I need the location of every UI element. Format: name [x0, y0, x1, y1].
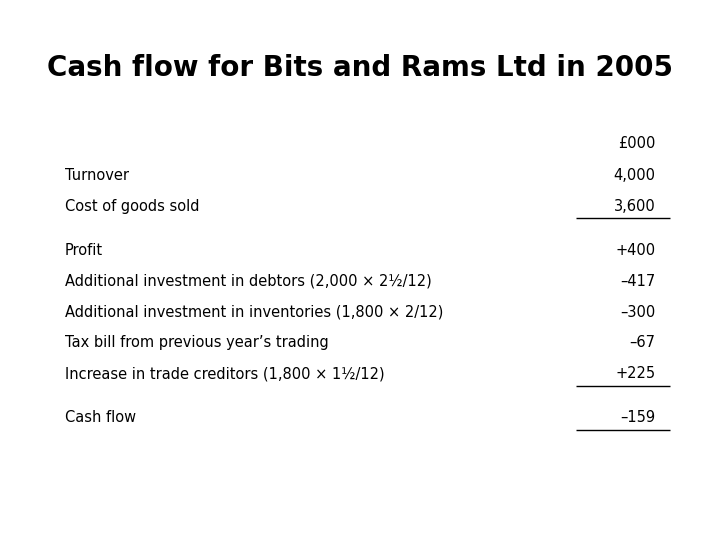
Text: –417: –417 [620, 274, 655, 289]
Text: Increase in trade creditors (1,800 × 1½/12): Increase in trade creditors (1,800 × 1½/… [65, 366, 384, 381]
Text: Turnover: Turnover [65, 168, 129, 183]
Text: £000: £000 [618, 136, 655, 151]
Text: Tax bill from previous year’s trading: Tax bill from previous year’s trading [65, 335, 328, 350]
Text: +225: +225 [615, 366, 655, 381]
Text: +400: +400 [615, 243, 655, 258]
Text: Cost of goods sold: Cost of goods sold [65, 199, 199, 214]
Text: Additional investment in inventories (1,800 × 2/12): Additional investment in inventories (1,… [65, 305, 444, 320]
Text: Cash flow: Cash flow [65, 410, 136, 426]
Text: 4,000: 4,000 [613, 168, 655, 183]
Text: –159: –159 [620, 410, 655, 426]
Text: –300: –300 [620, 305, 655, 320]
Text: Additional investment in debtors (2,000 × 2½/12): Additional investment in debtors (2,000 … [65, 274, 431, 289]
Text: 3,600: 3,600 [613, 199, 655, 214]
Text: Cash flow for Bits and Rams Ltd in 2005: Cash flow for Bits and Rams Ltd in 2005 [47, 53, 673, 82]
Text: –67: –67 [629, 335, 655, 350]
Text: Profit: Profit [65, 243, 103, 258]
